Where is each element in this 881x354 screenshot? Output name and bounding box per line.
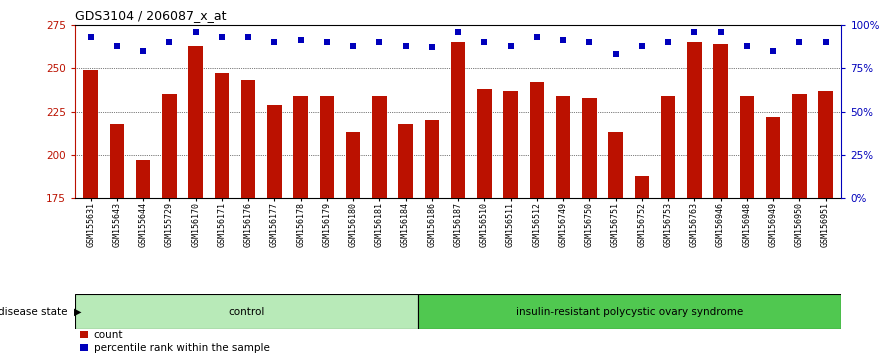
Point (373, 39, 387, 45)
Bar (109, 124, 124, 198)
Text: disease state: disease state (0, 307, 70, 316)
Bar (84, 70, 98, 198)
Text: GDS3104 / 206087_x_at: GDS3104 / 206087_x_at (75, 9, 226, 22)
Bar (241, 80, 255, 198)
Bar (267, 104, 282, 198)
Bar (162, 94, 176, 198)
Point (162, 39, 176, 45)
Point (687, 29, 701, 35)
Bar (634, 176, 649, 198)
Text: ▶: ▶ (74, 307, 82, 316)
Point (110, 43, 124, 48)
Bar (215, 73, 229, 198)
Point (635, 43, 649, 48)
Point (84, 34, 98, 40)
Bar (792, 94, 807, 198)
Bar (293, 96, 307, 198)
Point (740, 43, 754, 48)
Bar (398, 124, 413, 198)
Point (766, 48, 781, 53)
Bar (478, 89, 492, 198)
Bar (418, 294, 841, 329)
Point (478, 39, 492, 45)
Point (241, 34, 255, 40)
Point (529, 34, 544, 40)
Point (320, 39, 334, 45)
Point (293, 38, 307, 43)
Point (556, 38, 570, 43)
Bar (346, 132, 360, 198)
Bar (75, 294, 418, 329)
Point (189, 29, 203, 35)
Point (661, 39, 675, 45)
Bar (372, 96, 387, 198)
Bar (766, 117, 781, 198)
Point (267, 39, 281, 45)
Bar (556, 96, 570, 198)
Point (398, 43, 412, 48)
Point (609, 51, 623, 57)
Point (582, 39, 596, 45)
Text: insulin-resistant polycystic ovary syndrome: insulin-resistant polycystic ovary syndr… (516, 307, 744, 316)
Text: control: control (228, 307, 265, 316)
Point (215, 34, 229, 40)
Bar (320, 96, 334, 198)
Point (818, 39, 833, 45)
Bar (714, 44, 728, 198)
Bar (529, 82, 544, 198)
Legend: count, percentile rank within the sample: count, percentile rank within the sample (80, 330, 270, 353)
Bar (451, 42, 465, 198)
Point (425, 45, 439, 50)
Bar (818, 91, 833, 198)
Bar (136, 160, 151, 198)
Bar (609, 132, 623, 198)
Bar (582, 98, 596, 198)
Point (451, 29, 465, 35)
Bar (189, 46, 203, 198)
Bar (425, 120, 439, 198)
Point (714, 29, 728, 35)
Bar (740, 96, 754, 198)
Bar (687, 42, 701, 198)
Point (504, 43, 518, 48)
Point (346, 43, 360, 48)
Bar (503, 91, 518, 198)
Point (136, 48, 150, 53)
Point (792, 39, 806, 45)
Bar (661, 96, 676, 198)
